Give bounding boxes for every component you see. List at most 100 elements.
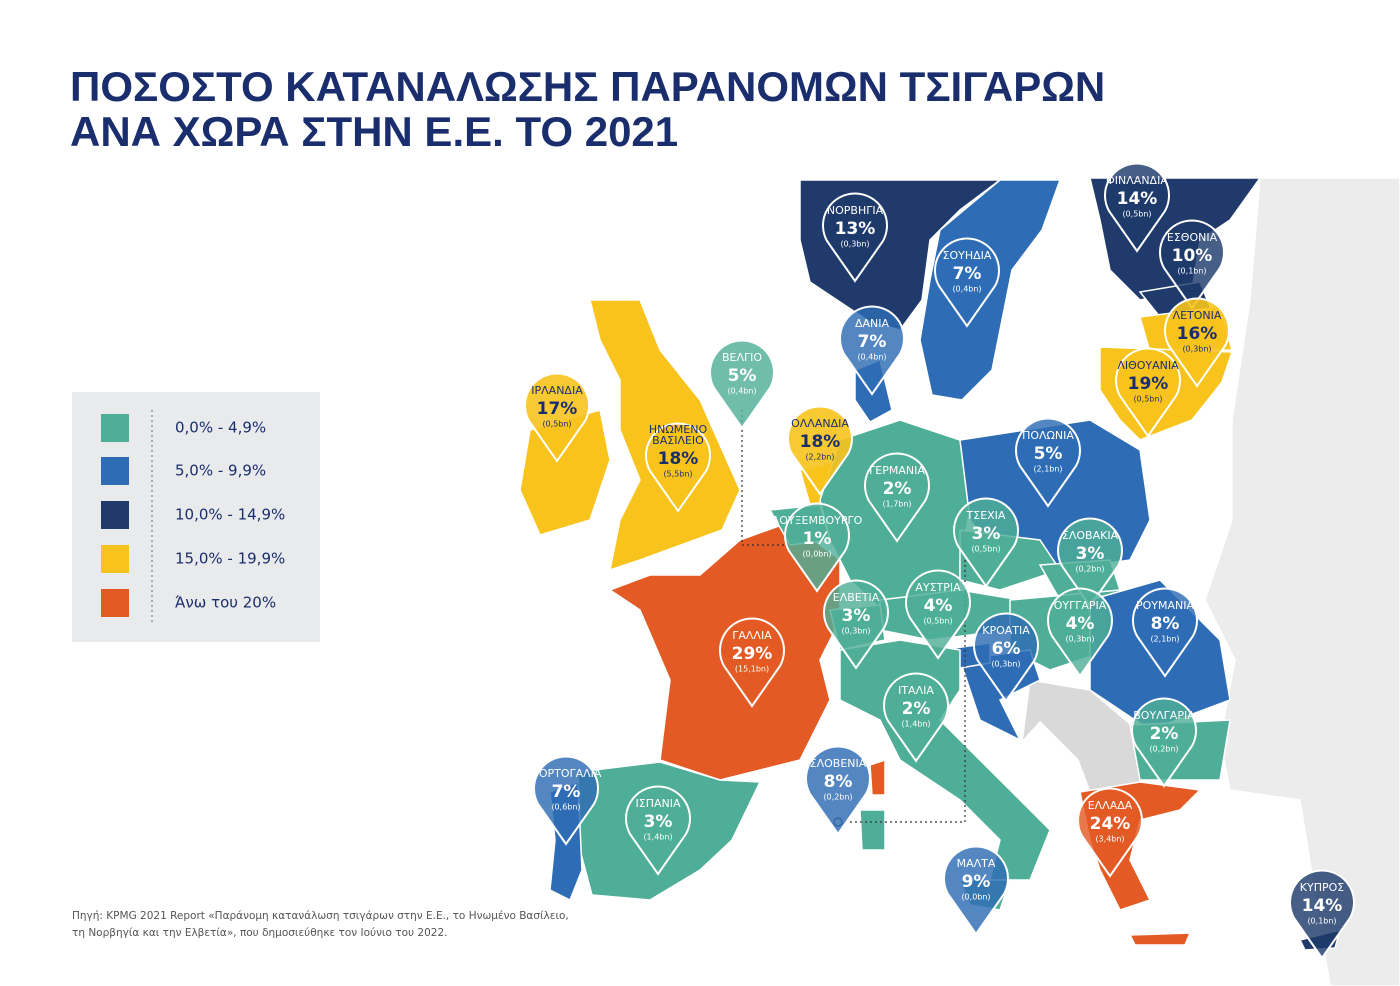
pin bbox=[625, 785, 691, 876]
pin bbox=[953, 497, 1019, 588]
country-volume: (0,4bn) bbox=[727, 387, 756, 396]
country-pin: ΙΣΠΑΝΙΑ 3%(1,4bn) bbox=[625, 785, 691, 876]
country-volume: (0,1bn) bbox=[1177, 267, 1206, 276]
country-pin: ΦΙΝΛΑΝΔΙΑ 14%(0,5bn) bbox=[1104, 162, 1170, 253]
pin bbox=[823, 579, 889, 670]
pin bbox=[1057, 517, 1123, 608]
country-volume: (0,5bn) bbox=[542, 420, 571, 429]
country-volume: (1,7bn) bbox=[882, 500, 911, 509]
country-name: ΛΟΥΞΕΜΒΟΥΡΓΟ bbox=[772, 514, 863, 527]
country-percent: 14% bbox=[1302, 896, 1343, 916]
country-name: ΛΕΤΟΝΙΑ bbox=[1173, 309, 1222, 322]
country-volume: (2,1bn) bbox=[1150, 635, 1179, 644]
country-pin: ΕΣΘΟΝΙΑ 10%(0,1bn) bbox=[1159, 219, 1225, 310]
country-name: ΟΥΓΓΑΡΙΑ bbox=[1054, 599, 1107, 612]
country-volume: (0,6bn) bbox=[551, 803, 580, 812]
pin bbox=[1289, 869, 1355, 960]
country-percent: 19% bbox=[1128, 374, 1169, 394]
country-pin: ΣΟΥΗΔΙΑ 7%(0,4bn) bbox=[934, 237, 1000, 328]
crete bbox=[1128, 932, 1192, 946]
pin bbox=[1047, 587, 1113, 678]
pin bbox=[533, 755, 599, 846]
country-pin: ΕΛΛΑΔΑ 24%(3,4bn) bbox=[1077, 787, 1143, 878]
country-volume: (0,3bn) bbox=[840, 240, 869, 249]
country-pin: ΤΣΕΧΙΑ 3%(0,5bn) bbox=[953, 497, 1019, 588]
country-name: ΔΑΝΙΑ bbox=[855, 317, 890, 330]
country-name: ΣΛΟΒΕΝΙΑ bbox=[810, 757, 867, 770]
pin bbox=[864, 452, 930, 543]
country-name: ΜΑΛΤΑ bbox=[957, 857, 996, 870]
country-name: ΤΣΕΧΙΑ bbox=[966, 509, 1006, 522]
country-name: ΓΑΛΛΙΑ bbox=[732, 629, 772, 642]
country-percent: 14% bbox=[1117, 189, 1158, 209]
country-percent: 5% bbox=[1034, 444, 1063, 464]
pin bbox=[1164, 297, 1230, 388]
country-percent: 29% bbox=[732, 644, 773, 664]
country-volume: (15,1bn) bbox=[735, 665, 769, 674]
country-volume: (2,2bn) bbox=[805, 453, 834, 462]
country-name: ΣΛΟΒΑΚΙΑ bbox=[1062, 529, 1119, 542]
country-percent: 6% bbox=[992, 639, 1021, 659]
pin bbox=[1104, 162, 1170, 253]
country-percent: 8% bbox=[824, 772, 853, 792]
country-name: ΡΟΥΜΑΝΙΑ bbox=[1136, 599, 1194, 612]
leader-line bbox=[741, 410, 790, 546]
country-volume: (0,3bn) bbox=[991, 660, 1020, 669]
country-percent: 10% bbox=[1172, 246, 1213, 266]
sardinia bbox=[859, 809, 886, 851]
pin bbox=[645, 422, 711, 513]
country-percent: 2% bbox=[902, 699, 931, 719]
legend-label: 15,0% - 19,9% bbox=[175, 550, 285, 568]
country-name: ΝΟΡΒΗΓΙΑ bbox=[827, 204, 884, 217]
country-volume: (1,4bn) bbox=[901, 720, 930, 729]
country-name: ΗΝΩΜΕΝΟ bbox=[649, 423, 708, 436]
country-percent: 7% bbox=[552, 782, 581, 802]
country-name: ΛΙΘΟΥΑΝΙΑ bbox=[1117, 359, 1179, 372]
country-volume: (0,5bn) bbox=[1122, 210, 1151, 219]
country-volume: (2,1bn) bbox=[1033, 465, 1062, 474]
pin bbox=[973, 612, 1039, 703]
country-volume: (5,5bn) bbox=[663, 470, 692, 479]
country-name: ΠΟΡΤΟΓΑΛΙΑ bbox=[531, 767, 602, 780]
country-pin: ΛΙΘΟΥΑΝΙΑ 19%(0,5bn) bbox=[1115, 347, 1181, 438]
country-volume: (0,0bn) bbox=[802, 550, 831, 559]
country-volume: (0,3bn) bbox=[1182, 345, 1211, 354]
country-percent: 5% bbox=[728, 366, 757, 386]
country-percent: 13% bbox=[835, 219, 876, 239]
country-pin: ΛΟΥΞΕΜΒΟΥΡΓΟ 1%(0,0bn) bbox=[772, 502, 863, 593]
country-volume: (0,5bn) bbox=[923, 617, 952, 626]
country-percent: 3% bbox=[972, 524, 1001, 544]
country-pin: ΜΑΛΤΑ 9%(0,0bn) bbox=[943, 845, 1009, 936]
country-percent: 16% bbox=[1177, 324, 1218, 344]
pin bbox=[883, 672, 949, 763]
country-pin: ΙΡΛΑΝΔΙΑ 17%(0,5bn) bbox=[524, 372, 590, 463]
country-percent: 24% bbox=[1090, 814, 1131, 834]
legend-swatch bbox=[101, 589, 129, 617]
country-pin: ΔΑΝΙΑ 7%(0,4bn) bbox=[839, 305, 905, 396]
country-name: ΕΛΒΕΤΙΑ bbox=[833, 591, 880, 604]
pin bbox=[1159, 219, 1225, 310]
country-volume: (0,3bn) bbox=[841, 627, 870, 636]
country-name: ΑΥΣΤΡΙΑ bbox=[915, 581, 961, 594]
country-volume: (0,5bn) bbox=[1133, 395, 1162, 404]
pin bbox=[1015, 417, 1081, 508]
country-pin: ΝΟΡΒΗΓΙΑ 13%(0,3bn) bbox=[822, 192, 888, 283]
country-percent: 9% bbox=[962, 872, 991, 892]
country-percent: 3% bbox=[644, 812, 673, 832]
country-volume: (0,2bn) bbox=[1075, 565, 1104, 574]
legend-label: 5,0% - 9,9% bbox=[175, 462, 266, 480]
pin bbox=[822, 192, 888, 283]
country-volume: (0,2bn) bbox=[823, 793, 852, 802]
country-pin: ΣΛΟΒΕΝΙΑ 8%(0,2bn) bbox=[805, 745, 871, 836]
pin bbox=[1077, 787, 1143, 878]
country-percent: 3% bbox=[1076, 544, 1105, 564]
country-percent: 18% bbox=[800, 432, 841, 452]
country-pin: ΒΟΥΛΓΑΡΙΑ 2%(0,2bn) bbox=[1131, 697, 1197, 788]
pin bbox=[905, 569, 971, 660]
country-name: ΕΣΘΟΝΙΑ bbox=[1167, 231, 1218, 244]
country-volume: (0,2bn) bbox=[1149, 745, 1178, 754]
country-pin: ΡΟΥΜΑΝΙΑ 8%(2,1bn) bbox=[1132, 587, 1198, 678]
title: ΠΟΣΟΣΤΟ ΚΑΤΑΝΑΛΩΣΗΣ ΠΑΡΑΝΟΜΩΝ ΤΣΙΓΑΡΩΝ bbox=[70, 63, 1105, 110]
